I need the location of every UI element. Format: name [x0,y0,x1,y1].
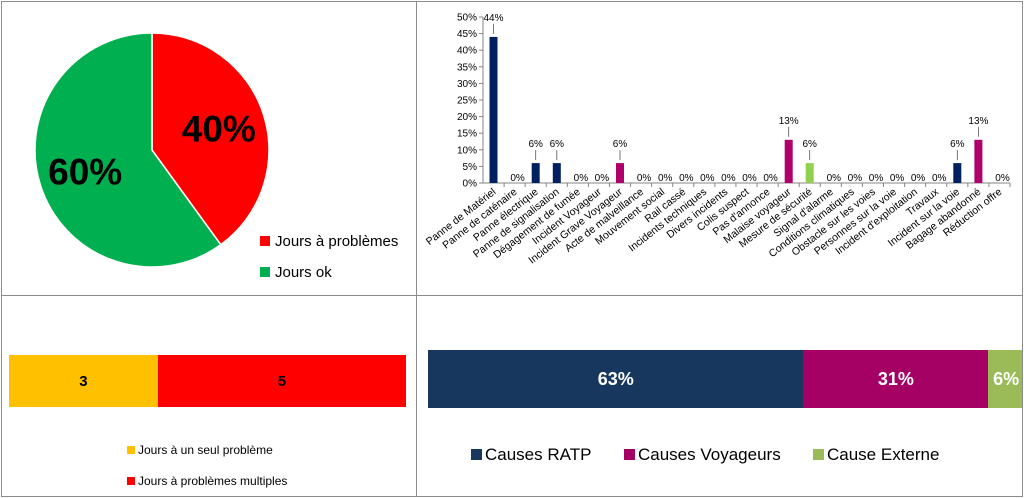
data-label: 0% [658,173,673,184]
bar-plot-area: 0%5%10%15%20%25%30%35%40%45%50% 44%Panne … [424,13,1011,267]
bar-panne-electrique [531,163,540,183]
legend-item-jours-a-problemes-multiples: Jours à problèmes multiples [127,472,287,490]
pie-slice-jours-ok [34,32,222,268]
legend-swatch [127,446,135,454]
data-label: 0% [995,173,1010,184]
legend-label: Jours à un seul problème [138,443,273,457]
legend-swatch [624,449,635,460]
bar-incident-sur-la-voie [953,163,962,183]
cause-split-bar: 63% 31% 6% [428,350,1022,408]
legend-label: Jours à problèmes multiples [138,474,288,488]
y-tick-label: 20% [457,112,477,123]
legend-swatch [813,449,824,460]
data-label: 0% [848,173,863,184]
y-tick-label: 50% [457,13,477,24]
segment-label: 31% [877,368,914,389]
data-label: 0% [721,173,736,184]
data-label: 0% [890,173,905,184]
y-tick-label: 30% [457,79,477,90]
legend-swatch [260,236,270,246]
segment-label: 5 [277,372,287,390]
y-tick-label: 15% [457,129,477,140]
data-label: 0% [932,173,947,184]
legend-label: Causes Voyageurs [638,444,781,464]
days-pie-chart: 40% 60% Jours à problèmes Jours ok [1,1,417,296]
y-tick-label: 5% [463,162,478,173]
segment-jours-a-un-seul-probleme: 3 [9,355,158,407]
data-label: 0% [595,173,610,184]
data-label: 6% [550,139,565,150]
pie-label-jours-a-problemes: 40% [182,108,256,149]
data-label: 0% [510,173,525,184]
data-label: 13% [968,116,988,127]
pie-label-jours-ok: 60% [48,152,122,193]
bar-incident-grave-voyageur [616,163,624,183]
data-label: 6% [802,139,817,150]
cause-split-stacked-bar: 63% 31% 6% Causes RATP Causes Voyageurs Caus… [416,295,1023,497]
data-label: 6% [950,139,965,150]
legend-item-cause-externe: Cause Externe [813,443,939,466]
data-label: 6% [613,139,628,150]
segment-jours-a-problemes-multiples: 5 [157,355,406,407]
bar-mesure-de-securite [805,163,814,183]
data-label: 0% [742,173,757,184]
legend-item-causes-voyageurs: Causes Voyageurs [624,443,781,466]
data-label: 0% [574,173,589,184]
data-label: 13% [779,116,799,127]
pie-plot-area: 40% 60% [34,32,270,268]
data-label: 0% [700,173,715,184]
pie-slice-jours-a-problemes [151,32,270,246]
bar-panne-de-signalisation [552,163,561,183]
data-label: 0% [763,173,778,184]
bar-panne-de-materiel [489,36,498,184]
y-tick-label: 0% [463,179,478,190]
y-tick-label: 45% [457,29,477,40]
legend-swatch [127,477,135,485]
incident-type-bar-chart: 0% 5% 10% 15% 20% 25% 30% 35% 40% 45% 50% 44% Panne … [416,1,1023,296]
legend-item-causes-ratp: Causes RATP [471,443,591,466]
data-label: 6% [528,139,543,150]
y-tick-label: 10% [457,145,477,156]
data-label: 0% [911,173,926,184]
bar-malaise-voyageur [784,139,793,183]
data-label: 0% [827,173,842,184]
segment-label: 6% [993,368,1020,389]
segment-cause-externe: 6% [988,350,1022,408]
legend-label: Jours ok [275,263,332,281]
legend-label: Cause Externe [827,444,940,464]
segment-label: 63% [597,368,634,389]
bar-bagage-abandonne [974,139,983,183]
legend-item-jours-a-un-seul-probleme: Jours à un seul problème [127,441,273,459]
y-tick-label: 35% [457,62,477,73]
segment-causes-voyageurs: 31% [803,350,989,408]
legend-label: Jours à problèmes [275,232,399,250]
data-label: 0% [637,173,652,184]
segment-label: 3 [79,372,88,390]
pie-legend-item-jours-a-problemes: Jours à problèmes [260,231,398,251]
data-label: 44% [483,13,503,24]
data-label: 0% [869,173,884,184]
y-tick-label: 40% [457,46,477,57]
y-tick-label: 25% [457,96,477,107]
legend-swatch [471,449,482,460]
data-label: 0% [679,173,694,184]
legend-label: Causes RATP [485,444,592,464]
legend-swatch [260,267,270,277]
segment-causes-ratp: 63% [428,350,804,408]
pie-legend-item-jours-ok: Jours ok [260,262,332,282]
